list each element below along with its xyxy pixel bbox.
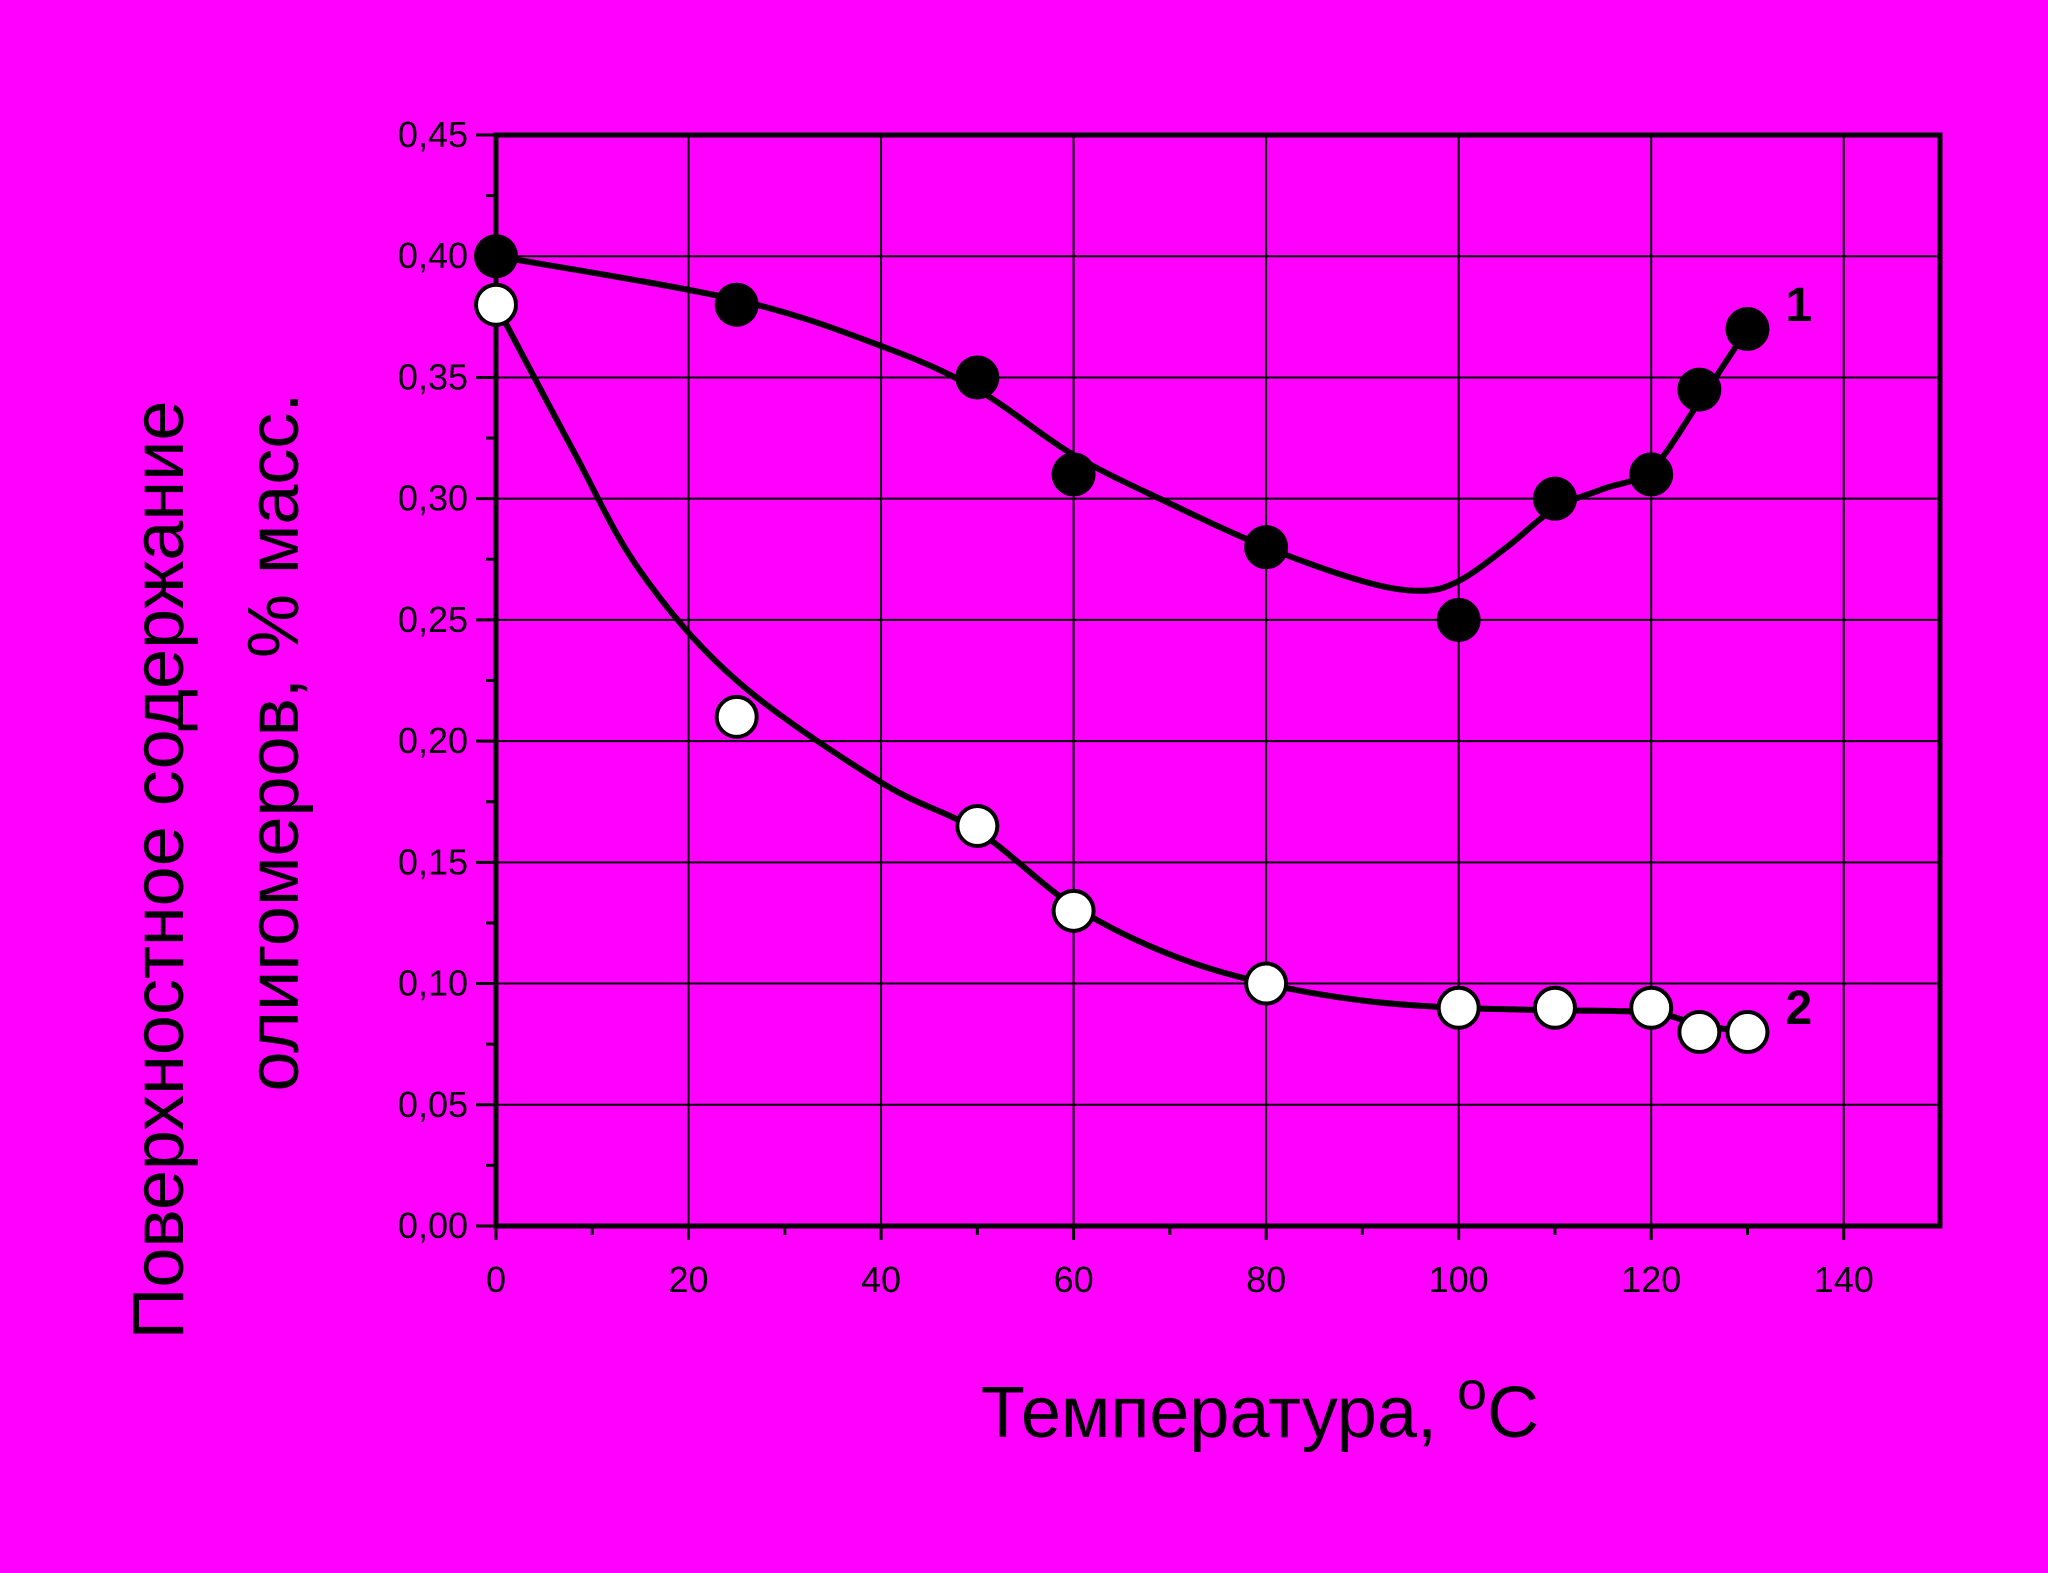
y-axis-title-line2: олигомеров, % масс. [234, 393, 314, 1092]
series-2-point [1051, 888, 1096, 933]
series-1-line [493, 253, 1751, 594]
x-tick-label: 40 [861, 1259, 901, 1300]
series-1-point [1051, 452, 1096, 497]
x-axis-title-unit: С [1487, 1373, 1539, 1453]
y-tick-label: 0,05 [398, 1084, 468, 1125]
y-tick-label: 0,20 [398, 720, 468, 761]
series-2-point [1244, 961, 1289, 1006]
x-axis-title: Температура, оС [981, 1361, 1539, 1453]
x-axis-title-superscript: о [1457, 1361, 1487, 1421]
y-tick-label: 0,15 [398, 841, 468, 882]
marker-layer [474, 234, 1770, 1055]
series-2-point [1629, 985, 1674, 1030]
series-1-point [714, 282, 759, 327]
x-tick-label: 100 [1429, 1259, 1489, 1300]
curve-layer [493, 253, 1751, 1036]
y-tick-label: 0,00 [398, 1205, 468, 1246]
x-tick-label: 80 [1246, 1259, 1286, 1300]
axes-layer [476, 132, 1943, 1240]
y-tick-label: 0,25 [398, 599, 468, 640]
series-1-point [1244, 525, 1289, 570]
grid-layer [496, 135, 1940, 1226]
series-1-point [1532, 476, 1577, 521]
series-1-point [955, 355, 1000, 400]
series-2-label: 2 [1785, 982, 1812, 1035]
x-tick-label: 0 [486, 1259, 506, 1300]
series-2-point [714, 694, 759, 739]
series-2-point [1725, 1010, 1770, 1055]
x-tick-label: 20 [669, 1259, 709, 1300]
x-axis-title-text: Температура, [981, 1373, 1457, 1453]
series-2-point [955, 803, 1000, 848]
series-2-point [1532, 985, 1577, 1030]
y-tick-label: 0,45 [398, 114, 468, 155]
y-tick-label: 0,10 [398, 963, 468, 1004]
series-1-point [1629, 452, 1674, 497]
label-layer: 0 20 40 60 80 100 120 140 0,00 0,05 0,10 0,15 0,20 0,… [398, 114, 1874, 1300]
series-1-point [1677, 367, 1722, 412]
y-axis-title-line1: Поверхностное содержание [119, 401, 199, 1340]
series-1-point [1436, 597, 1481, 642]
series-1-point [1725, 306, 1770, 351]
x-tick-label: 60 [1054, 1259, 1094, 1300]
series-1-label: 1 [1785, 279, 1812, 332]
y-tick-label: 0,30 [398, 478, 468, 519]
plot-frame [493, 132, 1943, 1229]
y-tick-label: 0,35 [398, 356, 468, 397]
series-2-point [474, 282, 518, 327]
x-tick-label: 120 [1621, 1259, 1681, 1300]
series-2-point [1677, 1010, 1722, 1055]
series-2-line [493, 301, 1751, 1036]
x-tick-label: 140 [1814, 1259, 1874, 1300]
y-tick-label: 0,40 [398, 235, 468, 276]
series-1-point [474, 234, 518, 279]
series-2-point [1436, 985, 1481, 1030]
